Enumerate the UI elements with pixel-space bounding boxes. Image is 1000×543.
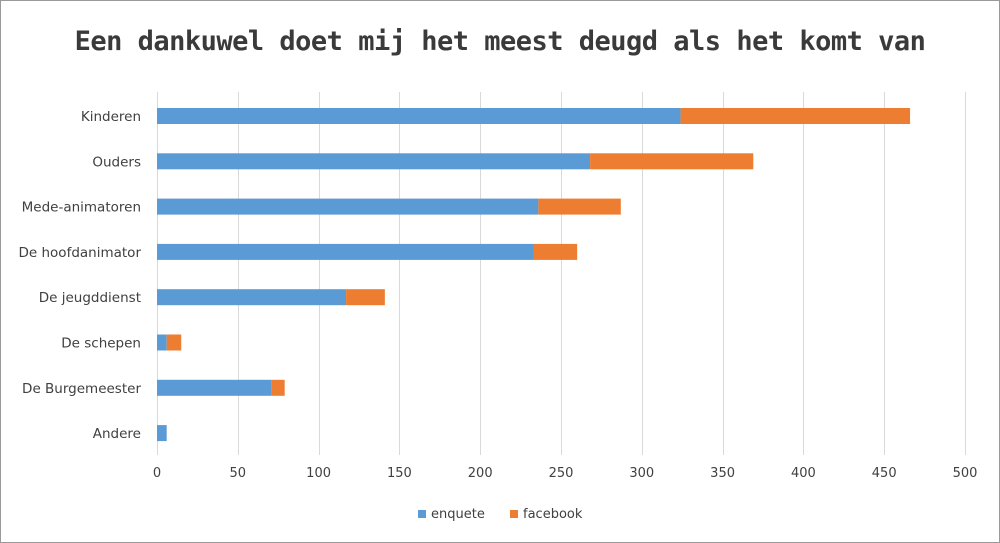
bar-enquete xyxy=(157,334,167,351)
bar-facebook xyxy=(346,289,385,306)
bar-enquete xyxy=(157,108,681,124)
category-label: Ouders xyxy=(92,154,141,170)
bar-facebook xyxy=(271,379,285,396)
x-tick-label: 300 xyxy=(629,466,654,481)
x-tick-label: 400 xyxy=(791,466,816,481)
x-axis-tick-labels: 0 50 100 150 200 250 300 350 400 450 500 xyxy=(153,466,978,481)
x-tick-label: 100 xyxy=(306,466,331,481)
bar-enquete xyxy=(157,153,591,170)
x-tick-label: 350 xyxy=(710,466,735,481)
x-tick-label: 250 xyxy=(549,466,574,481)
bar-facebook xyxy=(166,334,182,351)
x-tick-label: 500 xyxy=(953,466,978,481)
bar-enquete xyxy=(157,289,347,306)
bar-enquete xyxy=(157,198,539,215)
category-label: De schepen xyxy=(61,336,141,352)
legend-label-enquete: enquete xyxy=(431,507,485,522)
bar-facebook xyxy=(680,108,911,124)
category-label: Kinderen xyxy=(81,109,141,125)
bar-facebook xyxy=(538,198,621,215)
category-label: De jeugddienst xyxy=(39,290,141,306)
category-label: De hoofdanimator xyxy=(19,245,142,261)
bar-facebook xyxy=(590,153,754,170)
category-labels: Kinderen Ouders Mede-animatoren De hoofdani… xyxy=(19,109,142,442)
legend-label-facebook: facebook xyxy=(523,507,583,522)
legend: enquete facebook xyxy=(418,507,583,522)
category-label: De Burgemeester xyxy=(22,381,141,397)
x-tick-label: 0 xyxy=(153,466,161,481)
bar-facebook xyxy=(533,243,578,260)
x-tick-label: 200 xyxy=(468,466,493,481)
bars xyxy=(157,108,911,442)
chart-title: Een dankuwel doet mij het meest deugd al… xyxy=(74,26,926,57)
bar-enquete xyxy=(157,425,167,442)
category-label: Andere xyxy=(93,426,141,442)
x-tick-label: 150 xyxy=(387,466,412,481)
x-tick-label: 450 xyxy=(872,466,897,481)
legend-swatch-enquete xyxy=(418,510,426,518)
gridlines xyxy=(157,92,966,455)
category-label: Mede-animatoren xyxy=(22,200,141,216)
bar-enquete xyxy=(157,243,534,260)
bar-enquete xyxy=(157,379,272,396)
x-tick-label: 50 xyxy=(230,466,247,481)
legend-swatch-facebook xyxy=(510,510,518,518)
